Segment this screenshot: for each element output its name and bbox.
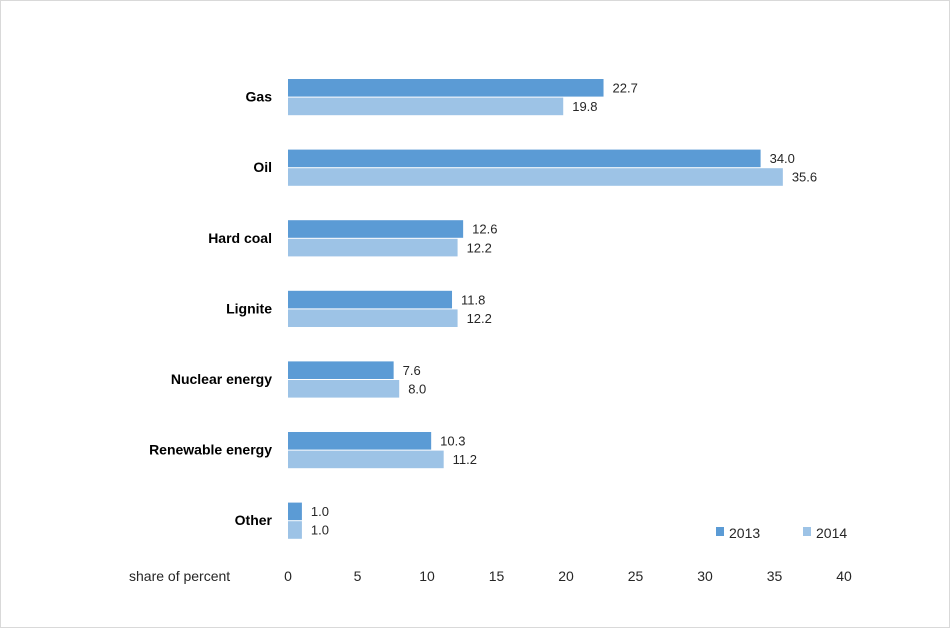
- data-label: 12.6: [472, 222, 497, 237]
- bar-2014-gas: [288, 97, 564, 116]
- x-tick-labels: 0 5 10 15 20 25 30 35 40: [284, 568, 852, 584]
- x-tick-label: 35: [767, 568, 783, 584]
- bar-2013-renewable-energy: [288, 432, 432, 450]
- data-label: 1.0: [311, 504, 329, 519]
- x-tick-label: 20: [558, 568, 574, 584]
- bar-2014-renewable-energy: [288, 450, 444, 469]
- bar-2013-gas: [288, 79, 604, 97]
- category-label: Gas: [246, 89, 273, 105]
- x-tick-label: 15: [489, 568, 505, 584]
- x-tick-label: 10: [419, 568, 435, 584]
- bar-2014-other: [288, 521, 302, 539]
- bar-2013-oil: [288, 149, 761, 168]
- value-labels: 22.7 19.8 34.0 35.6 12.6 12.2 11.8 12.2 7.6 8.0 10…: [311, 81, 817, 538]
- x-tick-label: 25: [628, 568, 644, 584]
- category-label: Renewable energy: [149, 442, 272, 458]
- bar-2013-hard-coal: [288, 220, 464, 238]
- bar-2013-nuclear-energy: [288, 361, 394, 379]
- legend-label-2013: 2013: [729, 525, 760, 541]
- category-label: Lignite: [226, 300, 272, 316]
- bar-2013-lignite: [288, 290, 453, 309]
- data-label: 11.8: [461, 292, 485, 307]
- category-label: Oil: [253, 159, 272, 175]
- data-label: 11.2: [453, 452, 477, 467]
- legend-swatch-2013: [716, 527, 724, 536]
- data-label: 12.2: [467, 240, 492, 255]
- bar-2014-nuclear-energy: [288, 380, 400, 398]
- bar-2013-other: [288, 502, 302, 521]
- category-label: Other: [235, 512, 273, 528]
- data-label: 7.6: [403, 363, 421, 378]
- legend-swatch-2014: [803, 527, 811, 536]
- data-label: 12.2: [467, 311, 492, 326]
- bar-2014-hard-coal: [288, 238, 458, 257]
- category-label: Hard coal: [208, 230, 272, 246]
- data-label: 8.0: [408, 382, 426, 397]
- x-tick-label: 0: [284, 568, 292, 584]
- data-label: 34.0: [770, 151, 795, 166]
- x-axis-title: share of percent: [129, 568, 230, 584]
- legend: 2013 2014: [716, 525, 847, 541]
- category-labels: Gas Oil Hard coal Lignite Nuclear energy Rene…: [149, 89, 272, 529]
- bars: [288, 79, 783, 539]
- x-tick-label: 40: [836, 568, 852, 584]
- data-label: 19.8: [572, 99, 597, 114]
- bar-2014-lignite: [288, 309, 458, 327]
- data-label: 10.3: [440, 434, 465, 449]
- data-label: 1.0: [311, 523, 329, 538]
- data-label: 35.6: [792, 170, 817, 185]
- category-label: Nuclear energy: [171, 371, 272, 387]
- x-tick-label: 5: [354, 568, 362, 584]
- bar-2014-oil: [288, 168, 783, 186]
- x-tick-label: 30: [697, 568, 713, 584]
- data-label: 22.7: [613, 81, 638, 96]
- legend-label-2014: 2014: [816, 525, 847, 541]
